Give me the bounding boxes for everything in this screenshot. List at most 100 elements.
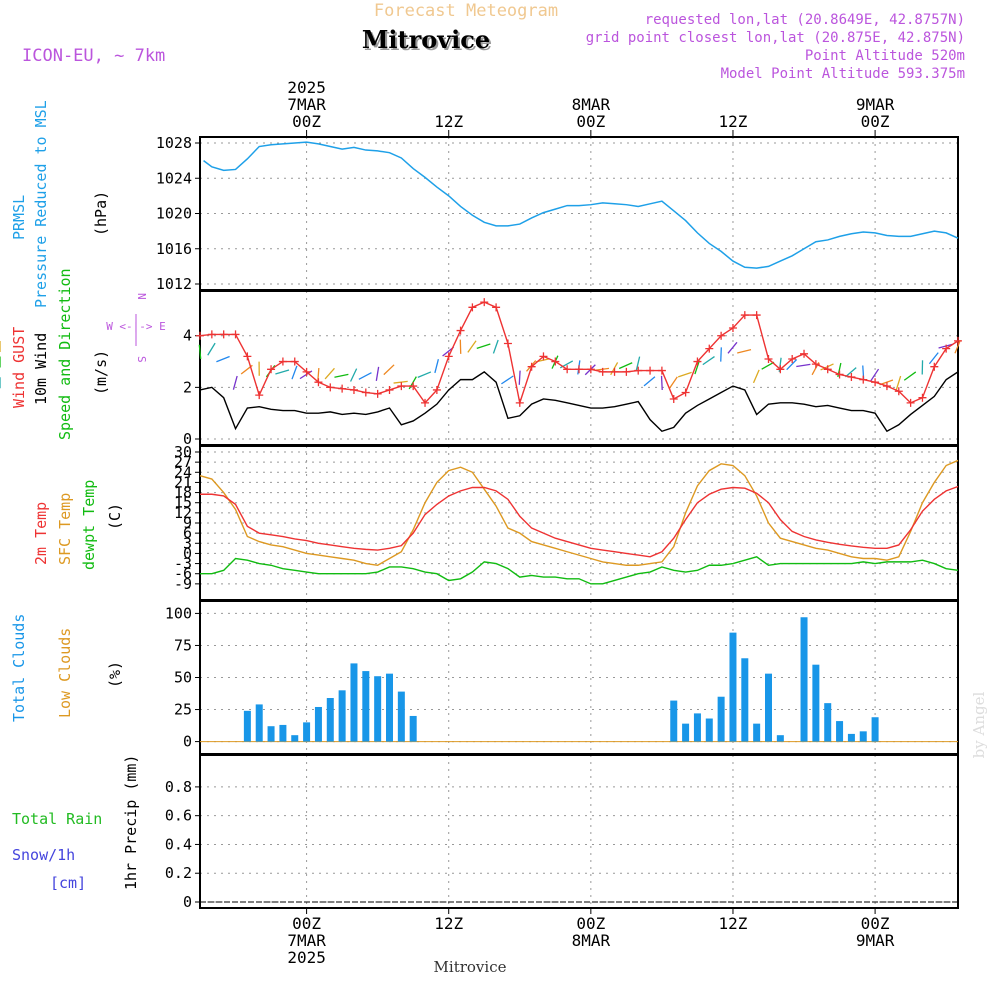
gust-marker [278, 357, 287, 366]
wind-direction-arrow [643, 376, 656, 387]
wind-direction-arrow [334, 373, 349, 378]
gust-marker [859, 375, 868, 384]
gust-marker [800, 349, 809, 358]
precip-unit-label: 1hr Precip (mm) [122, 755, 140, 890]
gust-marker [646, 366, 655, 375]
gust-marker [788, 354, 797, 363]
gust-marker [314, 378, 323, 387]
cloud-bar [729, 632, 737, 742]
wind-10m-label: 10m Wind [32, 333, 50, 405]
gust-marker [456, 326, 465, 335]
clouds-ytick-label: 0 [183, 733, 192, 751]
wind-direction-arrow [668, 376, 678, 389]
prmsl-label: PRMSL [10, 195, 28, 240]
time-tick-label: 12Z [434, 112, 463, 131]
gust-marker [503, 339, 512, 348]
requested-coords: requested lon,lat (20.8649E, 42.8757N) [645, 12, 965, 28]
wind-direction-arrow [895, 375, 902, 390]
gust-marker [539, 352, 548, 361]
wind-direction-arrow [752, 369, 760, 384]
pressure-ytick-label: 1016 [156, 240, 192, 258]
temperature-ytick-label: 15 [174, 494, 192, 512]
sfc-temp-line [199, 459, 959, 566]
wind-direction-arrow [796, 363, 811, 368]
time-tick-label: 2025 [287, 78, 326, 97]
temperature-ytick-label: -9 [174, 575, 192, 593]
precip-ytick-label: 0 [183, 893, 192, 911]
gust-marker [421, 398, 430, 407]
wind-direction-arrow [845, 367, 857, 378]
hpa-unit-label: (hPa) [92, 191, 110, 236]
clouds-grid [200, 601, 958, 754]
gust-marker [267, 365, 276, 374]
gust-marker [681, 388, 690, 397]
precip-ytick-label: 0.2 [165, 864, 192, 882]
wind-direction-arrow [618, 362, 633, 370]
wind-direction-arrow [954, 339, 961, 354]
gust-marker [349, 385, 358, 394]
precip-panel: 0 0.2 0.4 0.6 0.8 [165, 754, 959, 911]
model-altitude: Model Point Altitude 593.375m [721, 66, 965, 82]
wind-direction-arrow [459, 339, 462, 354]
gust-marker [657, 366, 666, 375]
cloud-bar [362, 671, 370, 742]
total-clouds-label: Total Clouds [10, 614, 28, 722]
time-tick-label: 8MAR [572, 95, 611, 114]
time-tick-label: 2025 [287, 948, 326, 967]
gust-marker [468, 303, 477, 312]
wind-direction-arrow [938, 343, 953, 349]
cloud-bar [859, 731, 867, 742]
gust-marker [776, 365, 785, 374]
gust-marker [290, 357, 299, 366]
gust-marker [397, 382, 406, 391]
wind-direction-arrow [232, 375, 238, 390]
wind-direction-arrow [476, 343, 491, 349]
gust-marker [231, 330, 240, 339]
precip-frame [199, 754, 959, 909]
wind-direction-arrow [737, 349, 752, 354]
gust-marker [444, 352, 453, 361]
model-label: ICON-EU, ~ 7km [22, 46, 165, 66]
clouds-ytick-label: 50 [174, 669, 192, 687]
footer-location: Mitrovice [434, 958, 507, 976]
wind-gust-markers [196, 298, 962, 407]
time-tick-label: 12Z [719, 914, 748, 933]
percent-unit-label: (%) [106, 661, 124, 688]
location-title: Mitrovice [362, 25, 490, 54]
cloud-bar [303, 722, 311, 742]
pressure-line [203, 141, 959, 269]
wind-gust-label: Wind GUST [10, 327, 28, 408]
time-tick-label: 00Z [292, 112, 321, 131]
wind-direction-arrow [928, 352, 939, 365]
wind-direction-arrow [258, 361, 260, 376]
gust-marker [871, 378, 880, 387]
cloud-bar [255, 704, 263, 742]
wind-direction-arrow [198, 344, 202, 360]
wind-direction-arrow [417, 371, 432, 379]
temperature-ytick-label: 30 [174, 443, 192, 461]
wind-10m-line [199, 370, 959, 433]
cloud-bar [741, 658, 749, 742]
wind-direction-arrow [761, 361, 775, 370]
wind-direction-arrow [501, 375, 514, 385]
wind-direction-arrow [786, 359, 798, 371]
cloud-bar [836, 721, 844, 742]
cloud-bar [326, 698, 334, 742]
snow-label: Snow/1h [12, 846, 75, 864]
gust-marker [243, 352, 252, 361]
low-clouds-label: Low Clouds [56, 628, 74, 718]
pressure-grid [200, 137, 958, 290]
wind-direction-arrow [492, 339, 499, 354]
temperature-ytick-label: 9 [183, 514, 192, 532]
cloud-bar [409, 715, 417, 742]
gust-marker [882, 382, 891, 391]
credit-watermark: by Angel [970, 691, 988, 758]
gust-marker [894, 387, 903, 396]
temperature-ytick-label: 0 [183, 544, 192, 562]
compass-s: S [135, 356, 148, 363]
cloud-bar [776, 735, 784, 742]
cloud-bar [693, 713, 701, 742]
